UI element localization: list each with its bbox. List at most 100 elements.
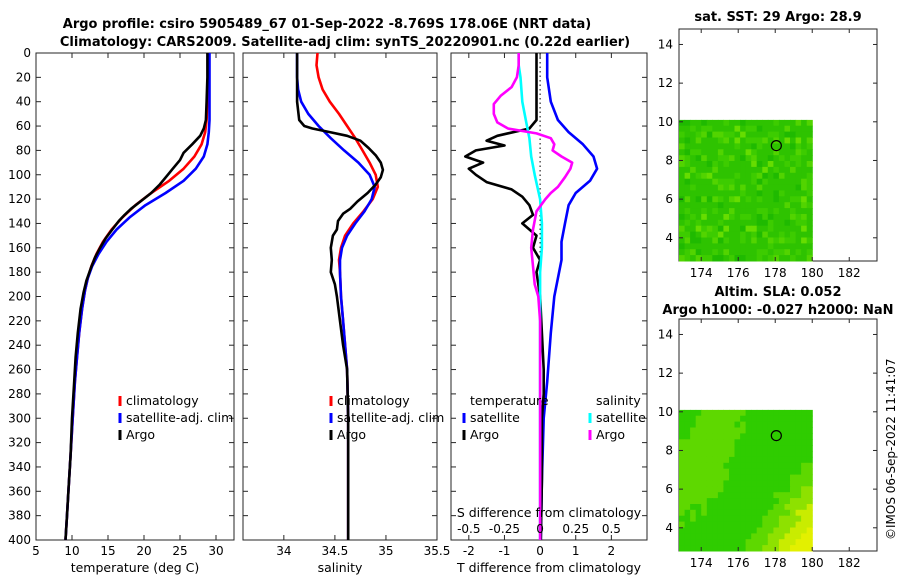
y-tick-label: 10 [658, 405, 673, 419]
heatmap-cell [756, 474, 763, 481]
heatmap-cell [679, 225, 686, 233]
heatmap-cell [795, 480, 802, 487]
heatmap-cell [773, 451, 780, 458]
heatmap-cell [773, 166, 780, 174]
heatmap-cell [784, 509, 791, 517]
heatmap-cell [729, 149, 736, 156]
heatmap-cell [729, 155, 736, 162]
y-tick-label: 0 [23, 46, 31, 60]
heatmap-cell [784, 155, 791, 162]
x-tick-label: 174 [690, 556, 713, 570]
heatmap-cell [751, 225, 758, 233]
heatmap-cell [745, 433, 752, 440]
heatmap-cell [684, 225, 691, 233]
heatmap-cell [723, 119, 730, 127]
heatmap-cell [790, 409, 797, 417]
heatmap-cell [684, 196, 691, 203]
heatmap-cell [695, 504, 702, 511]
heatmap-cell [778, 539, 785, 546]
heatmap-cell [756, 468, 763, 476]
heatmap-cell [795, 149, 802, 156]
heatmap-cell [806, 486, 813, 493]
heatmap-cell [712, 462, 719, 470]
heatmap-cell [751, 456, 758, 464]
heatmap-cell [729, 255, 736, 262]
heatmap-cell [773, 143, 780, 150]
heatmap-cell [717, 456, 724, 464]
heatmap-cell [729, 527, 736, 534]
heatmap-cell [795, 249, 802, 256]
heatmap-cell [745, 190, 752, 197]
heatmap-cell [795, 119, 802, 127]
heatmap-cell [701, 545, 708, 552]
heatmap-cell [801, 143, 808, 150]
heatmap-cell [695, 427, 702, 434]
heatmap-cell [756, 255, 763, 262]
heatmap-cell [679, 125, 686, 133]
heatmap-cell [729, 468, 736, 476]
heatmap-cell [790, 427, 797, 434]
heatmap-cell [706, 225, 713, 233]
heatmap-cell [806, 427, 813, 434]
heatmap-cell [801, 137, 808, 144]
heatmap-cell [723, 219, 730, 227]
heatmap-cell [745, 149, 752, 156]
heatmap-cell [806, 172, 813, 180]
heatmap-cell [690, 504, 697, 511]
heatmap-cell [717, 427, 724, 434]
heatmap-cell [778, 421, 785, 428]
heatmap-cell [778, 137, 785, 144]
heatmap-cell [679, 231, 686, 238]
heatmap-cell [806, 409, 813, 417]
heatmap-cell [784, 237, 791, 244]
heatmap-cell [795, 451, 802, 458]
heatmap-cell [795, 545, 802, 552]
heatmap-cell [767, 504, 774, 511]
heatmap-cell [795, 178, 802, 186]
heatmap-cell [790, 214, 797, 221]
heatmap-cell [795, 214, 802, 221]
heatmap-cell [706, 480, 713, 487]
y-tick-label: 10 [658, 115, 673, 129]
heatmap-cell [745, 527, 752, 534]
heatmap-cell [806, 492, 813, 499]
heatmap-cell [778, 143, 785, 150]
heatmap-cell [751, 498, 758, 505]
y-tick-label: 80 [16, 143, 31, 157]
heatmap-cell [778, 415, 785, 423]
heatmap-cell [701, 468, 708, 476]
heatmap-cell [712, 155, 719, 162]
heatmap-cell [695, 249, 702, 256]
heatmap-cell [806, 474, 813, 481]
heatmap-cell [679, 208, 686, 215]
heatmap-cell [784, 498, 791, 505]
series-line-t-satellite [539, 53, 599, 541]
heatmap-cell [778, 433, 785, 440]
heatmap-cell [762, 433, 769, 440]
x-tick-label: 182 [838, 556, 861, 570]
heatmap-cell [684, 231, 691, 238]
heatmap-cell [795, 421, 802, 428]
heatmap-cell [806, 178, 813, 186]
heatmap-cell [801, 439, 808, 446]
heatmap-cell [695, 433, 702, 440]
y-tick-label: 120 [8, 192, 31, 206]
x-tick-label: 178 [764, 266, 787, 280]
heatmap-cell [740, 166, 747, 174]
heatmap-cell [778, 131, 785, 138]
heatmap-cell [695, 231, 702, 238]
heatmap-cell [751, 131, 758, 138]
heatmap-cell [734, 143, 741, 150]
heatmap-cell [806, 196, 813, 203]
heatmap-cell [679, 533, 686, 540]
heatmap-cell [695, 243, 702, 250]
heatmap-cell [751, 172, 758, 180]
heatmap-cell [773, 515, 780, 523]
heatmap-cell [767, 231, 774, 238]
heatmap-cell [762, 415, 769, 423]
heatmap-cell [767, 196, 774, 203]
heatmap-cell [729, 196, 736, 203]
heatmap-cell [806, 468, 813, 476]
heatmap-cell [801, 545, 808, 552]
heatmap-cell [695, 509, 702, 517]
